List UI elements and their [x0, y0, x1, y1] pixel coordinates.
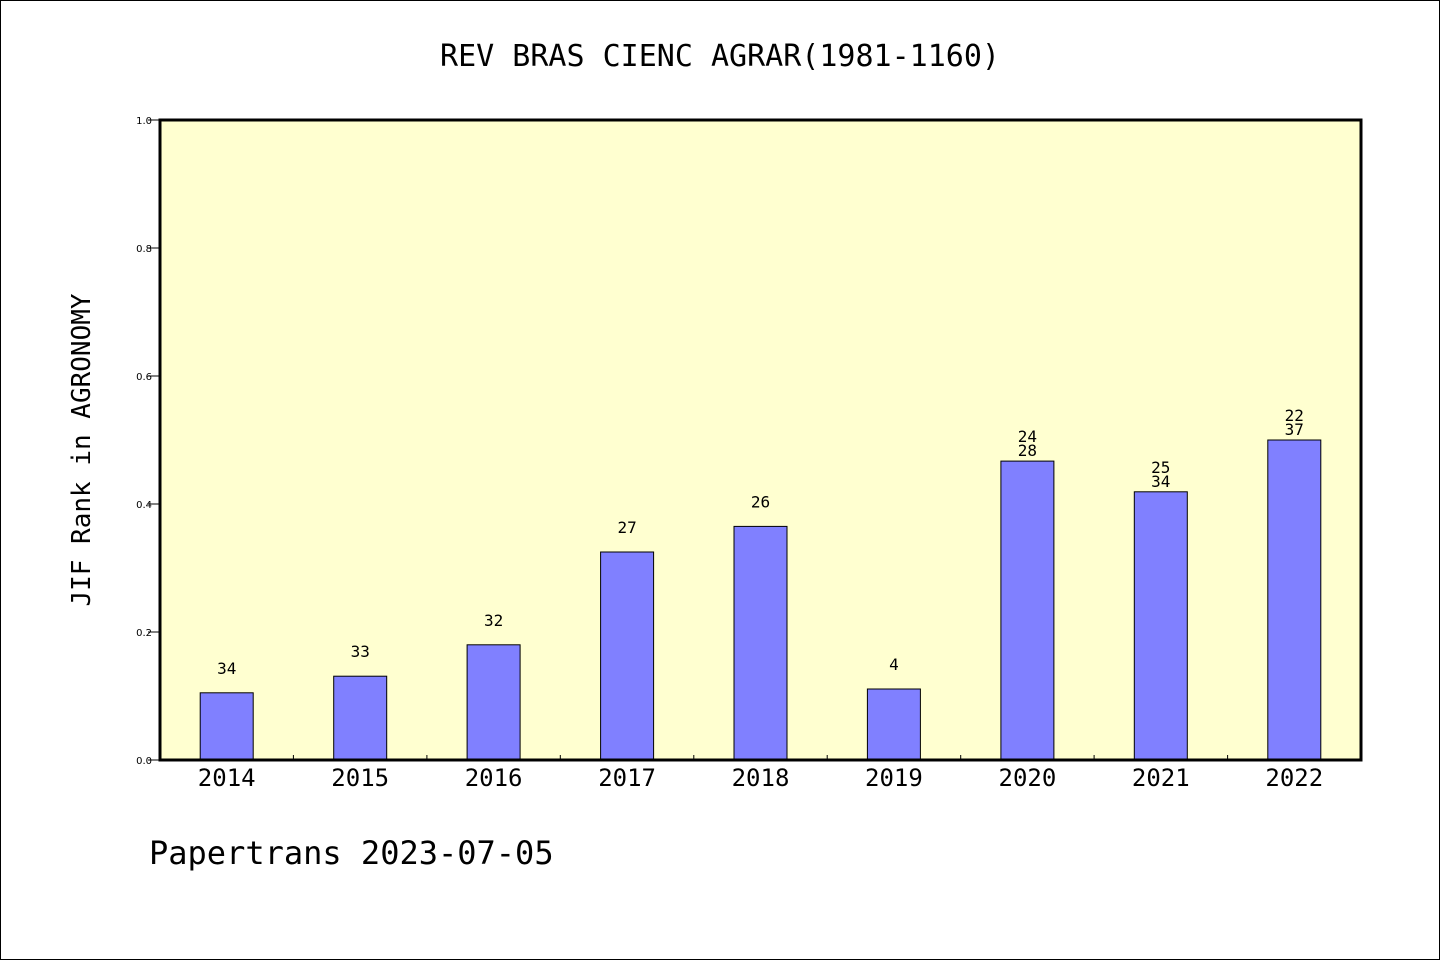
x-tick-label-2022: 2022 [1265, 764, 1323, 792]
x-tick-label-2015: 2015 [331, 764, 389, 792]
bar-2021 [1133, 491, 1188, 761]
bar-label-2020-2: 28 [1018, 441, 1037, 460]
bar-label-2017: 27 [617, 518, 636, 537]
x-tick-label-2018: 2018 [732, 764, 790, 792]
x-tick-label-2014: 2014 [198, 764, 256, 792]
y-axis-label: JIF Rank in AGRONOMY [67, 293, 97, 606]
footer-text: Papertrans 2023-07-05 [149, 834, 554, 872]
bar-label-2022-1: 22 [1285, 406, 1304, 425]
bars-group [199, 439, 1322, 761]
y-tick-label-0.4: 0.4 [136, 500, 152, 511]
x-tick-label-2020: 2020 [999, 764, 1057, 792]
x-axis-ticks: 2014 2015 2016 2017 2018 2019 2020 2021 2022 [198, 755, 1323, 792]
bar-2015 [333, 675, 388, 761]
bar-2018 [733, 525, 788, 761]
bar-label-2020-1: 24 [1018, 427, 1037, 446]
bar-label-2021-2: 34 [1151, 472, 1170, 491]
bar-label-2022-2: 37 [1285, 420, 1304, 439]
bar-label-2015: 33 [351, 642, 370, 661]
x-tick-label-2016: 2016 [465, 764, 523, 792]
y-tick-label-0.2: 0.2 [136, 628, 152, 639]
x-tick-label-2019: 2019 [865, 764, 923, 792]
bar-label-2014: 34 [217, 659, 236, 678]
bar-label-2016: 32 [484, 611, 503, 630]
chart-title: REV BRAS CIENC AGRAR(1981-1160) [440, 39, 1000, 74]
x-tick-label-2021: 2021 [1132, 764, 1190, 792]
plot-border [158, 118, 1363, 762]
bar-2017 [600, 551, 655, 761]
y-tick-label-1.0: 1.0 [136, 116, 152, 127]
bar-label-2019: 4 [889, 655, 899, 674]
bar-2014 [199, 692, 254, 761]
y-tick-label-0.8: 0.8 [136, 244, 152, 255]
bar-label-2021-1: 25 [1151, 458, 1170, 477]
bar-2019 [866, 688, 921, 761]
bar-2016 [466, 644, 521, 761]
x-tick-label-2017: 2017 [598, 764, 656, 792]
y-tick-label-0.0: 0.0 [136, 756, 152, 767]
y-axis-ticks: 0.0 0.2 0.4 0.6 0.8 1.0 [136, 116, 160, 767]
bar-2022 [1267, 439, 1322, 761]
bar-label-2018: 26 [751, 492, 770, 511]
y-tick-label-0.6: 0.6 [136, 372, 152, 383]
bar-2020 [1000, 460, 1055, 761]
